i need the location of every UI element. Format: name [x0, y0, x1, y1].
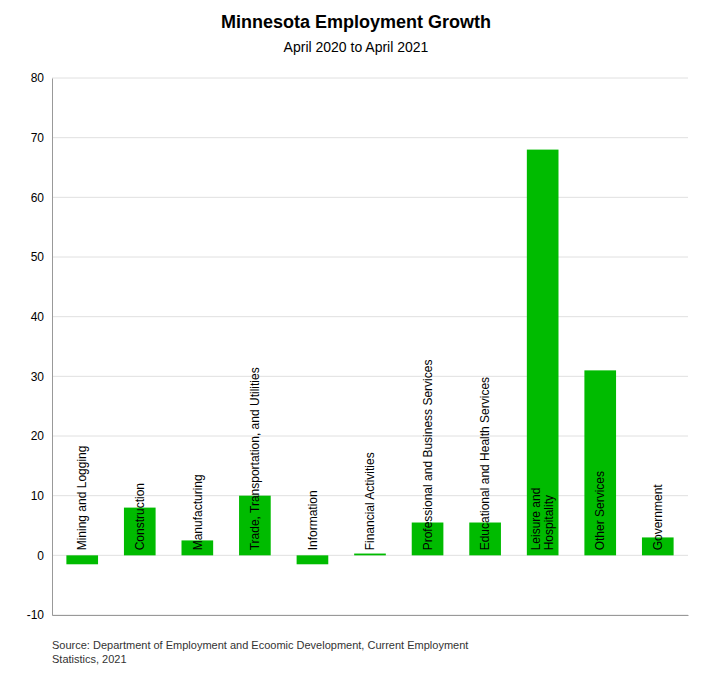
bar [66, 555, 98, 564]
bar-label: Trade, Transportation, and Utilities [248, 367, 262, 550]
y-tick-label: 50 [31, 250, 45, 264]
y-tick: 60 [31, 191, 52, 205]
bar-label: Professional and Business Services [421, 360, 435, 551]
bar-label: Construction [133, 483, 147, 550]
y-tick-label: 80 [31, 71, 45, 85]
bar [527, 150, 559, 556]
y-axis: -10 0 10 20 30 40 50 60 70 80 [27, 71, 53, 622]
bar-label-line: Other Services [593, 471, 607, 550]
y-tick-label: 20 [31, 429, 45, 443]
bar-label: Government [651, 484, 665, 551]
plot-area: -10 0 10 20 30 40 50 60 70 80 Mining and Logging Co… [27, 71, 689, 622]
bar-label-line: Financial Activities [363, 452, 377, 550]
y-tick: 70 [31, 131, 52, 145]
grid-line [52, 78, 688, 79]
bar-label: Mining and Logging [75, 446, 89, 551]
y-tick-label: 70 [31, 131, 45, 145]
bar-label-line: Educational and Health Services [478, 377, 492, 550]
x-axis [53, 615, 689, 616]
bar-label-line: Professional and Business Services [421, 360, 435, 551]
y-tick: 30 [31, 370, 52, 384]
bar-label-line: Hospitality [542, 495, 556, 550]
y-tick: 50 [31, 250, 52, 264]
chart-subtitle: April 2020 to April 2021 [284, 39, 429, 55]
bar-label: Financial Activities [363, 452, 377, 550]
y-tick-label: 30 [31, 370, 45, 384]
y-tick-label: 0 [37, 549, 44, 563]
bar-label-line: Manufacturing [191, 474, 205, 550]
x-axis-line [53, 615, 689, 616]
chart-container: Minnesota Employment Growth April 2020 to… [0, 0, 712, 685]
bar-label: Leisure andHospitality [529, 488, 556, 551]
grid-line [52, 316, 688, 317]
y-tick: 80 [31, 71, 52, 85]
bar-label: Educational and Health Services [478, 377, 492, 550]
bar-label: Information [306, 490, 320, 550]
source-line: Source: Department of Employment and Eco… [52, 639, 468, 651]
chart-title: Minnesota Employment Growth [221, 12, 491, 32]
y-tick: 20 [31, 429, 52, 443]
chart-svg: Minnesota Employment Growth April 2020 to… [0, 0, 712, 685]
grid-line [52, 615, 688, 616]
bar-label-line: Mining and Logging [75, 446, 89, 551]
grid [52, 78, 688, 615]
y-tick-label: 10 [31, 489, 45, 503]
y-tick-label: 60 [31, 191, 45, 205]
bar-label: Other Services [593, 471, 607, 550]
bar-label: Manufacturing [191, 474, 205, 550]
bar-label-line: Construction [133, 483, 147, 550]
bar-label-line: Trade, Transportation, and Utilities [248, 367, 262, 550]
y-tick: 0 [37, 549, 52, 563]
y-tick: -10 [27, 608, 52, 622]
y-tick: 10 [31, 489, 52, 503]
grid-line [52, 137, 688, 138]
y-axis-line [52, 79, 53, 616]
grid-line [52, 197, 688, 198]
source-note: Source: Department of Employment and Eco… [52, 639, 468, 665]
source-line: Statistics, 2021 [52, 653, 127, 665]
bar-label-line: Leisure and [529, 488, 543, 551]
bars [66, 150, 673, 565]
bar-labels: Mining and Logging Construction Manufactur… [75, 360, 665, 551]
y-tick-label: -10 [27, 608, 45, 622]
y-tick: 40 [31, 310, 52, 324]
bar [584, 370, 616, 555]
bar [354, 554, 386, 556]
y-tick-label: 40 [31, 310, 45, 324]
bar-label-line: Information [306, 490, 320, 550]
bar-label-line: Government [651, 484, 665, 551]
grid-line [52, 257, 688, 258]
bar [297, 555, 329, 564]
